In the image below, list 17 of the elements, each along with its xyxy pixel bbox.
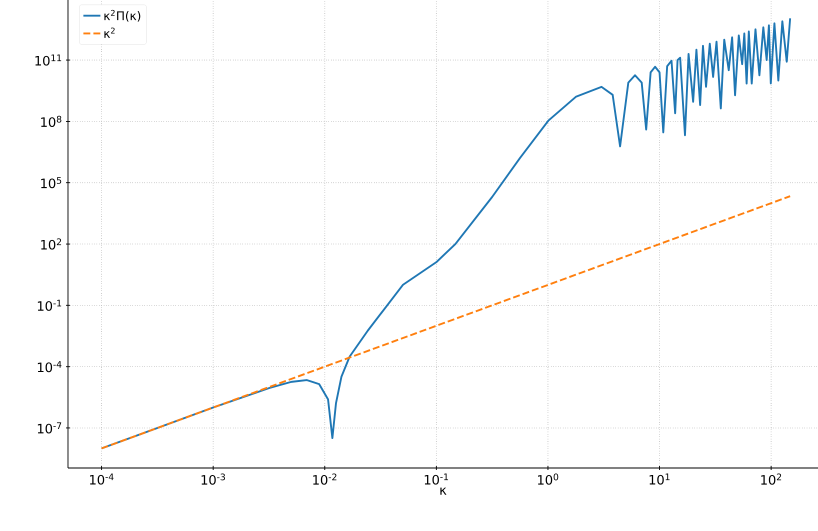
x-tick-label: 10$^{-1}$ — [424, 474, 448, 485]
legend-label: κ$^{2}$ — [104, 28, 115, 38]
x-tick-label: 10$^{1}$ — [650, 474, 670, 485]
y-tick-label: 10$^{11}$ — [35, 54, 62, 66]
y-tick-label: 10$^{-1}$ — [38, 300, 62, 311]
x-tick-label: 10$^{0}$ — [538, 474, 558, 485]
x-tick-label: 10$^{-3}$ — [202, 474, 225, 485]
y-tick-label: 10$^{8}$ — [41, 116, 62, 128]
y-tick-label: 10$^{-4}$ — [38, 361, 62, 372]
x-tick-label: 10$^{-4}$ — [90, 474, 114, 485]
y-tick-label: 10$^{-7}$ — [38, 422, 62, 434]
x-tick-label: 10$^{2}$ — [761, 474, 782, 485]
x-tick-label: 10$^{-2}$ — [313, 474, 336, 485]
y-tick-label: 10$^{2}$ — [41, 238, 62, 250]
legend-label: κ$^{2}$Π(κ) — [104, 10, 140, 22]
y-tick-label: 10$^{5}$ — [41, 177, 62, 188]
x-axis-title: κ — [440, 488, 446, 495]
